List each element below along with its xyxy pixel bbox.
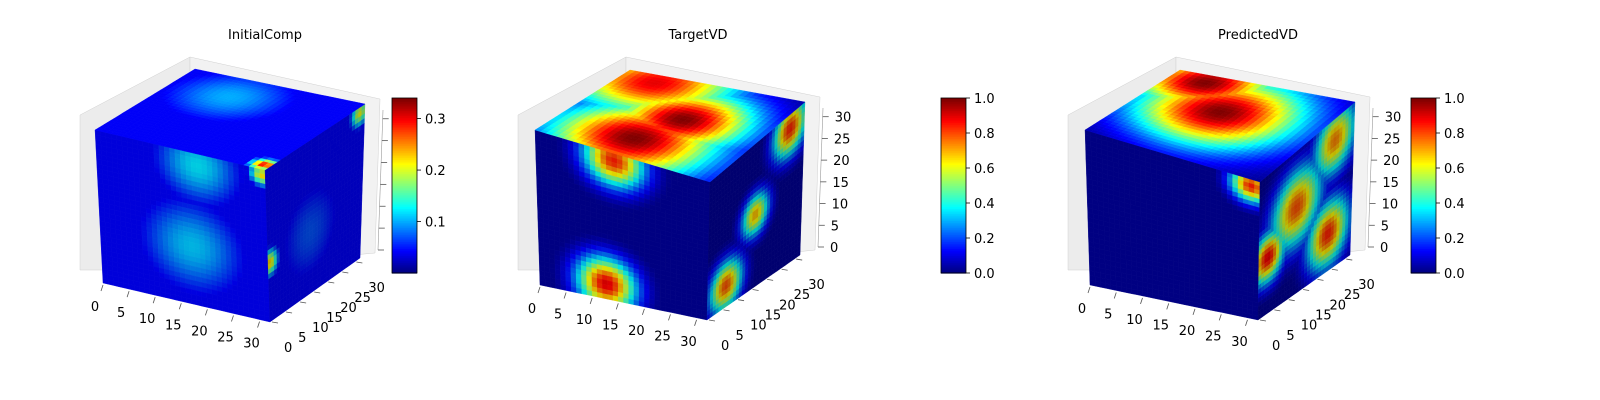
voxel-cell <box>259 314 266 322</box>
x-tick-mark <box>257 321 260 328</box>
voxel-cell <box>565 285 572 292</box>
voxel-cell <box>612 295 619 302</box>
voxel-cell <box>659 305 666 312</box>
panel-targetvd: TargetVD 0 5 10 15 20 25 30 0510152025300510152… <box>517 28 995 354</box>
x-tick-mark <box>100 284 104 292</box>
y-tick-label: 5 <box>298 331 306 346</box>
voxel-cell <box>191 298 198 306</box>
voxel-cell <box>206 302 213 309</box>
voxel-cell <box>560 284 567 291</box>
voxel-cell <box>222 306 229 313</box>
y-tick-label: 30 <box>368 281 385 296</box>
y-tick-mark <box>328 281 335 284</box>
voxel-cell <box>570 286 577 293</box>
voxel-cell <box>217 304 224 312</box>
x-tick-label: 20 <box>191 324 208 339</box>
voxel-cell <box>696 313 703 320</box>
y-tick-label: 0 <box>284 341 292 356</box>
voxel-cell <box>591 291 598 298</box>
y-tick-mark <box>342 271 349 274</box>
voxel-cell <box>607 294 614 301</box>
front-face <box>94 129 271 323</box>
y-tick-mark <box>300 301 307 304</box>
voxel-cell <box>644 302 650 309</box>
panel-initialcomp: InitialComp 0 5 10 15 20 25 30 0510152025300.10… <box>79 28 446 356</box>
y-tick-mark <box>314 291 321 294</box>
voxel-cell <box>233 308 239 315</box>
panel-title: InitialComp <box>228 28 302 43</box>
voxel-cell <box>144 287 151 295</box>
voxel-cell <box>539 279 546 287</box>
voxel-cell <box>628 298 635 305</box>
voxel-cell <box>670 307 676 314</box>
voxel-cell <box>112 280 119 287</box>
voxel-cell <box>248 312 255 319</box>
voxel-cell <box>118 281 125 289</box>
x-tick-label: 15 <box>165 318 182 333</box>
x-tick-label: 30 <box>243 337 260 352</box>
voxel-cell <box>586 289 593 297</box>
voxel-cell <box>675 308 682 315</box>
voxel-cell <box>654 304 661 311</box>
x-tick-label: 10 <box>139 312 156 327</box>
x-tick-label: 0 <box>91 300 99 315</box>
voxel-cell <box>544 281 551 288</box>
voxel-cell <box>691 312 697 319</box>
x-tick-mark <box>152 297 156 304</box>
y-tick-mark <box>285 311 293 314</box>
colorbar-tick-label: 0.2 <box>425 164 446 179</box>
x-tick-mark <box>204 309 208 316</box>
voxel-cell <box>680 309 687 316</box>
voxel-cell <box>175 295 182 302</box>
voxel-cell <box>597 292 603 299</box>
voxel-cell <box>165 292 172 300</box>
y-tick-mark <box>356 261 363 264</box>
voxel-cell <box>685 310 692 317</box>
voxel-cell <box>602 293 608 300</box>
colorbar: 0.1 0.2 0.3 <box>391 97 446 274</box>
voxel-cell <box>227 307 234 314</box>
voxel-cell <box>555 283 562 290</box>
x-tick-mark <box>178 303 182 310</box>
colorbar-tick-label: 0.3 <box>425 113 446 128</box>
voxel-cell <box>638 301 645 308</box>
voxel-cell <box>617 296 624 303</box>
voxel-cell <box>154 290 161 297</box>
voxel-cell <box>201 301 208 308</box>
x-tick-mark <box>231 315 234 322</box>
voxel-cell <box>128 284 135 291</box>
voxel-cell <box>170 293 177 301</box>
voxel-cell <box>576 287 583 295</box>
voxel-cell <box>550 282 556 289</box>
voxel-cell <box>196 299 203 307</box>
voxel-cell <box>123 282 130 290</box>
x-tick-mark <box>126 290 130 298</box>
voxel-cell <box>649 303 655 310</box>
voxel-cell <box>180 296 187 303</box>
voxel-cell <box>665 306 671 313</box>
voxel-cell <box>243 310 250 318</box>
voxel-cell <box>623 297 629 304</box>
colorbar-tick-label: 0.1 <box>425 216 446 231</box>
y-tick-mark <box>271 321 279 324</box>
panel-title: TargetVD <box>667 28 727 43</box>
voxel-cell <box>701 314 708 321</box>
x-tick-label: 25 <box>217 330 234 345</box>
voxel-cell <box>102 277 109 285</box>
voxel-cell <box>253 313 260 320</box>
x-tick-label: 5 <box>117 306 125 321</box>
voxel-cell <box>633 299 640 307</box>
voxel-cell <box>149 288 156 296</box>
voxel-cell <box>581 288 588 296</box>
voxel-cell <box>139 286 146 294</box>
